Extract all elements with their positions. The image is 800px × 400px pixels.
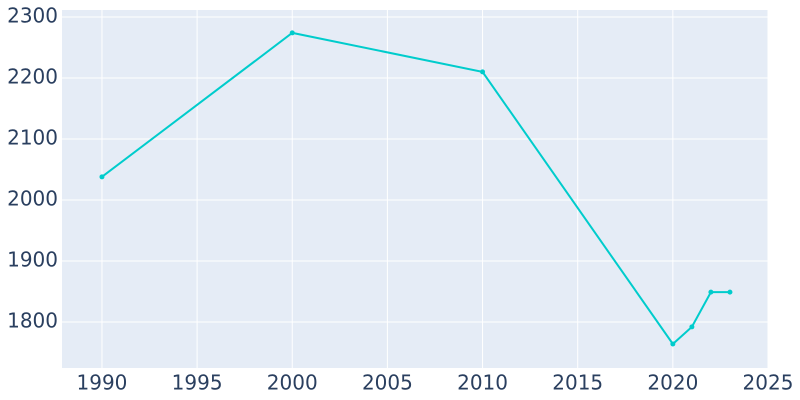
y-tick-label: 1800	[7, 309, 58, 333]
x-tick-label: 2015	[552, 371, 603, 395]
data-point	[689, 324, 695, 330]
y-tick-label: 2300	[7, 4, 58, 28]
y-tick-label: 2000	[7, 187, 58, 211]
data-point	[99, 174, 105, 180]
data-point	[708, 289, 714, 295]
x-tick-label: 2020	[647, 371, 698, 395]
x-tick-label: 2000	[267, 371, 318, 395]
x-tick-label: 2005	[362, 371, 413, 395]
x-tick-label: 2025	[743, 371, 794, 395]
plot-area	[62, 10, 768, 368]
x-tick-label: 1990	[77, 371, 128, 395]
y-tick-label: 2100	[7, 126, 58, 150]
data-point	[727, 289, 733, 295]
x-tick-label: 2010	[457, 371, 508, 395]
x-tick-label: 1995	[172, 371, 223, 395]
data-point	[480, 69, 486, 75]
y-tick-label: 1900	[7, 248, 58, 272]
y-tick-label: 2200	[7, 65, 58, 89]
data-point	[670, 341, 676, 347]
data-point	[289, 30, 295, 36]
